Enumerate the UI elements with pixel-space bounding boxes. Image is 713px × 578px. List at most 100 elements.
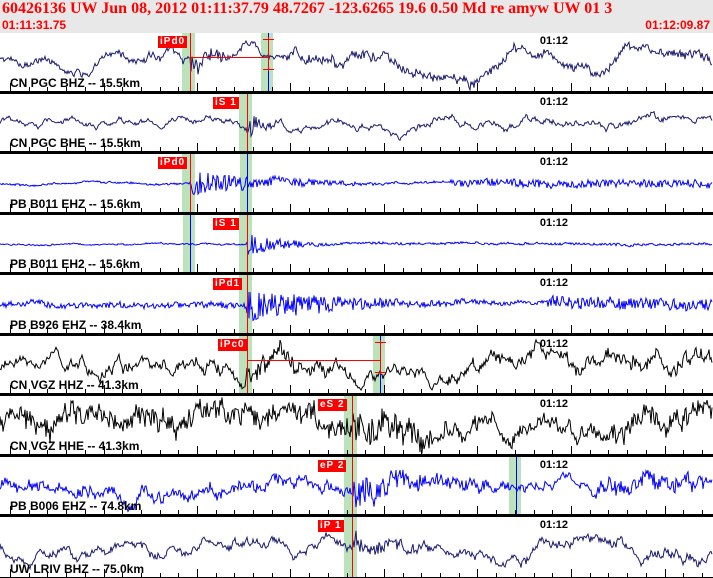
pick-phase-label[interactable]: eP 2 xyxy=(318,459,347,472)
waveform-trace xyxy=(0,336,713,395)
amplitude-marker[interactable] xyxy=(268,37,269,71)
time-tick-label: 01:12 xyxy=(539,156,568,168)
pick-marker-line[interactable] xyxy=(247,275,248,334)
axis-tick-minor xyxy=(328,207,329,213)
axis-tick-major xyxy=(477,82,478,92)
axis-tick-minor xyxy=(66,510,67,515)
axis-tick-minor xyxy=(627,572,628,578)
axis-tick-minor xyxy=(683,510,684,515)
pick-phase-label[interactable]: iPd1 xyxy=(213,278,243,290)
pick-phase-label[interactable]: iP 1 xyxy=(318,520,344,532)
axis-tick-minor xyxy=(683,207,684,213)
pick-phase-label[interactable]: iS 1 xyxy=(213,217,239,230)
axis-tick-minor xyxy=(160,328,161,334)
pick-marker-line[interactable] xyxy=(190,154,191,213)
axis-tick-minor xyxy=(608,572,609,578)
axis-tick-minor xyxy=(178,328,179,334)
axis-tick-minor xyxy=(496,572,497,578)
axis-tick-minor xyxy=(403,510,404,515)
axis-tick-minor xyxy=(590,147,591,152)
pick-marker-line[interactable] xyxy=(247,335,248,394)
pick-marker-line[interactable] xyxy=(190,33,191,92)
axis-tick-minor xyxy=(496,268,497,273)
axis-tick-minor xyxy=(646,449,647,455)
time-tick-label: 01:12 xyxy=(539,519,568,531)
axis-tick-minor xyxy=(702,328,703,334)
channel-label: PB B926 EHZ -- 38.4km xyxy=(10,317,142,332)
axis-tick-minor xyxy=(365,572,366,578)
channel-label: PB B011 EHZ -- 15.6km xyxy=(10,196,141,211)
axis-tick-minor xyxy=(496,389,497,394)
trace-row[interactable]: eP 2 01:12 PB B006 EHZ -- 74.8km xyxy=(0,456,713,517)
axis-tick-major xyxy=(104,568,105,578)
axis-tick-major xyxy=(197,385,198,394)
axis-tick-minor xyxy=(216,389,217,394)
pick-phase-label[interactable]: iPd0 xyxy=(158,36,188,48)
secondary-marker-line[interactable] xyxy=(247,154,248,213)
trace-row[interactable]: iPd1 01:12 PB B926 EHZ -- 38.4km xyxy=(0,275,713,336)
axis-tick-minor xyxy=(421,328,422,334)
axis-tick-minor xyxy=(646,86,647,92)
trace-row[interactable]: iPd0 01:12 CN PGC BHZ -- 15.5km xyxy=(0,33,713,94)
channel-label: CN PGC BHZ -- 15.5km xyxy=(10,75,141,90)
pick-phase-label[interactable]: iPc0 xyxy=(218,338,247,351)
axis-tick-minor xyxy=(515,389,516,394)
pick-phase-label[interactable]: iPd0 xyxy=(158,157,188,169)
amplitude-marker-cap xyxy=(263,39,274,40)
amplitude-marker[interactable] xyxy=(380,339,381,374)
axis-tick-minor xyxy=(309,449,310,455)
trace-row[interactable]: iS 1 01:12 CN PGC BHE -- 15.5km xyxy=(0,93,713,154)
axis-tick-minor xyxy=(272,268,273,273)
axis-tick-minor xyxy=(47,86,48,92)
axis-tick-minor xyxy=(178,389,179,394)
axis-tick-minor xyxy=(160,268,161,273)
trace-row[interactable]: iS 1 01:12 PB B011 EH2 -- 15.6km xyxy=(0,214,713,275)
trace-row[interactable]: iPc0 01:12 CN VGZ HHZ -- 41.3km xyxy=(0,335,713,396)
amplitude-marker-cap xyxy=(375,341,386,343)
axis-tick-minor xyxy=(347,207,348,213)
axis-tick-minor xyxy=(646,207,647,213)
axis-tick-minor xyxy=(178,207,179,213)
axis-tick-minor xyxy=(272,147,273,152)
axis-tick-minor xyxy=(459,147,460,152)
header-bar: 60426136 UW Jun 08, 2012 01:11:37.79 48.… xyxy=(0,0,713,33)
axis-tick-minor xyxy=(216,207,217,213)
pick-marker-line[interactable] xyxy=(352,517,353,578)
axis-tick-minor xyxy=(440,207,441,213)
axis-tick-minor xyxy=(29,86,30,92)
axis-tick-major xyxy=(290,264,291,273)
time-tick-label: 01:12 xyxy=(539,398,568,410)
trace-row[interactable]: iP 1 01:12 UW LRIV BHZ -- 75.0km xyxy=(0,517,713,578)
time-axis xyxy=(0,90,713,92)
trace-stack[interactable]: iPd0 01:12 CN PGC BHZ -- 15.5km iS 1 01:12 CN… xyxy=(0,33,713,578)
axis-tick-minor xyxy=(29,449,30,455)
axis-tick-minor xyxy=(66,207,67,213)
pick-marker-line[interactable] xyxy=(247,214,248,273)
pick-marker-line[interactable] xyxy=(352,456,353,515)
axis-tick-major xyxy=(290,506,291,515)
axis-tick-minor xyxy=(216,147,217,152)
axis-tick-minor xyxy=(253,86,254,92)
axis-tick-minor xyxy=(683,389,684,394)
axis-tick-major xyxy=(477,385,478,394)
trace-row[interactable]: eS 2 01:12 CN VGZ HHE -- 41.3km xyxy=(0,396,713,457)
axis-tick-major xyxy=(10,143,11,152)
pick-marker-line[interactable] xyxy=(352,396,353,455)
axis-tick-minor xyxy=(234,147,235,152)
axis-tick-minor xyxy=(552,207,553,213)
pick-phase-label[interactable]: iS 1 xyxy=(213,96,239,109)
axis-tick-minor xyxy=(141,268,142,273)
axis-tick-minor xyxy=(85,86,86,92)
pick-phase-label[interactable]: eS 2 xyxy=(318,399,347,411)
secondary-marker-line[interactable] xyxy=(516,456,517,515)
pick-marker-line[interactable] xyxy=(247,93,248,152)
axis-tick-minor xyxy=(421,268,422,273)
secondary-marker-line[interactable] xyxy=(190,214,191,273)
axis-tick-minor xyxy=(85,328,86,334)
axis-tick-minor xyxy=(627,510,628,515)
axis-tick-minor xyxy=(608,268,609,273)
axis-tick-minor xyxy=(347,389,348,394)
trace-row[interactable]: iPd0 01:12 PB B011 EHZ -- 15.6km xyxy=(0,154,713,215)
axis-tick-minor xyxy=(515,572,516,578)
axis-tick-minor xyxy=(403,147,404,152)
